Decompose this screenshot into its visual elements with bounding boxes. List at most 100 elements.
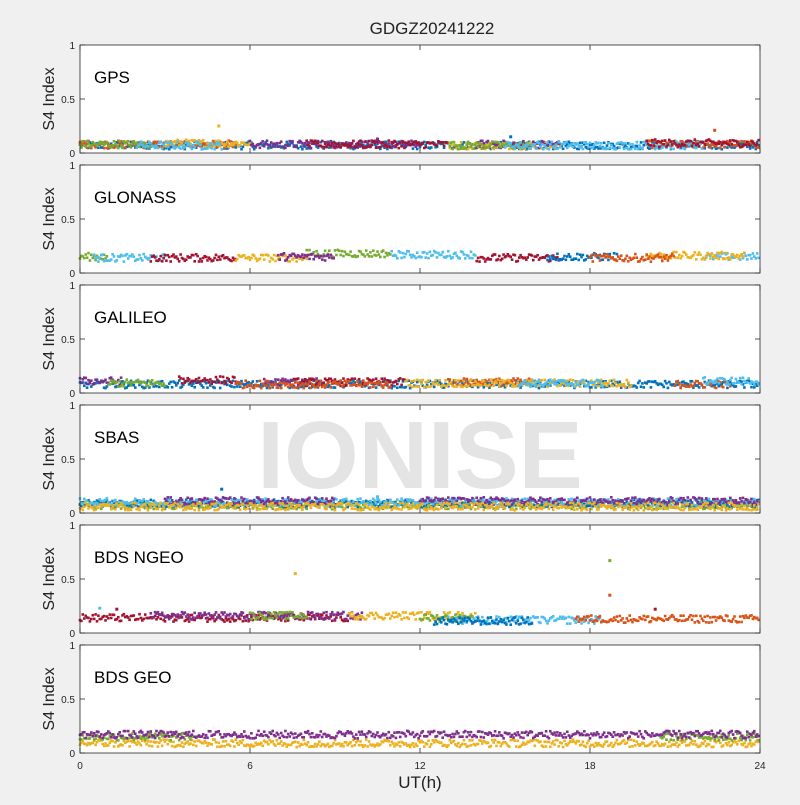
data-point: [315, 380, 318, 383]
panel-label: GLONASS: [94, 188, 176, 207]
data-point: [225, 143, 228, 146]
data-point: [162, 144, 165, 147]
data-point: [565, 141, 568, 144]
data-point: [500, 146, 503, 149]
data-point: [464, 147, 467, 150]
data-point: [607, 142, 610, 145]
data-point: [675, 251, 678, 254]
data-point: [341, 250, 344, 253]
data-point: [332, 146, 335, 149]
data-point: [689, 140, 692, 143]
data-point: [450, 381, 453, 384]
data-point: [213, 380, 216, 383]
data-point: [416, 148, 419, 151]
data-point: [291, 383, 294, 386]
data-point: [240, 382, 243, 385]
data-point: [110, 258, 113, 261]
data-point: [636, 141, 639, 144]
data-point: [740, 140, 743, 143]
data-point: [719, 141, 722, 144]
data-point: [640, 385, 643, 388]
data-point: [400, 384, 403, 387]
data-point: [474, 380, 477, 383]
data-point: [749, 254, 752, 257]
data-point: [582, 148, 585, 151]
data-point: [664, 139, 667, 142]
data-point: [86, 383, 89, 386]
data-point: [87, 252, 90, 255]
data-point: [546, 259, 549, 262]
data-point: [468, 142, 471, 145]
data-point: [116, 259, 119, 262]
data-point: [332, 257, 335, 260]
data-point: [602, 385, 605, 388]
data-point: [320, 380, 323, 383]
data-point: [634, 148, 637, 151]
data-point: [636, 386, 639, 389]
data-point: [617, 142, 620, 145]
data-point: [434, 251, 437, 254]
data-point: [688, 144, 691, 147]
data-point: [331, 142, 334, 145]
data-point: [449, 145, 452, 148]
data-point: [396, 383, 399, 386]
data-point: [271, 145, 274, 148]
data-point: [147, 385, 150, 388]
data-point: [230, 385, 233, 388]
data-point: [457, 379, 460, 382]
data-point: [379, 146, 382, 149]
data-point: [491, 141, 494, 144]
data-point: [502, 140, 505, 143]
data-point: [443, 384, 446, 387]
data-point: [694, 138, 697, 141]
data-point: [226, 140, 229, 143]
data-point: [150, 499, 153, 502]
data-point: [498, 384, 501, 387]
data-point: [599, 381, 602, 384]
data-point: [641, 382, 644, 385]
data-point: [386, 383, 389, 386]
data-point: [220, 500, 223, 503]
data-point: [101, 141, 104, 144]
data-point: [395, 380, 398, 383]
data-point: [128, 381, 131, 384]
data-point: [424, 256, 427, 259]
data-point: [490, 378, 493, 381]
data-point: [736, 254, 739, 257]
data-point: [236, 385, 239, 388]
data-point: [339, 146, 342, 149]
data-point: [165, 500, 168, 503]
data-point: [466, 378, 469, 381]
data-point: [589, 142, 592, 145]
data-point: [424, 381, 427, 384]
data-point: [627, 148, 630, 151]
data-point: [405, 253, 408, 256]
data-point: [684, 144, 687, 147]
data-point: [168, 256, 171, 259]
data-point: [259, 257, 262, 260]
data-point: [517, 143, 520, 146]
data-point: [439, 379, 442, 382]
data-point: [301, 382, 304, 385]
data-point: [320, 145, 323, 148]
data-point: [630, 148, 633, 151]
data-point: [695, 147, 698, 150]
data-point: [277, 386, 280, 389]
data-point: [317, 385, 320, 388]
data-point: [148, 380, 151, 383]
data-point: [126, 253, 129, 256]
data-point: [514, 254, 517, 257]
data-point: [196, 381, 199, 384]
data-point: [389, 381, 392, 384]
data-point: [294, 381, 297, 384]
data-point: [645, 253, 648, 256]
data-point: [389, 386, 392, 389]
data-point: [375, 377, 378, 380]
data-point: [86, 256, 89, 259]
data-point: [83, 384, 86, 387]
data-point: [436, 144, 439, 147]
data-point: [344, 251, 347, 254]
data-point: [604, 256, 607, 259]
data-point: [398, 147, 401, 150]
data-point: [295, 260, 298, 263]
